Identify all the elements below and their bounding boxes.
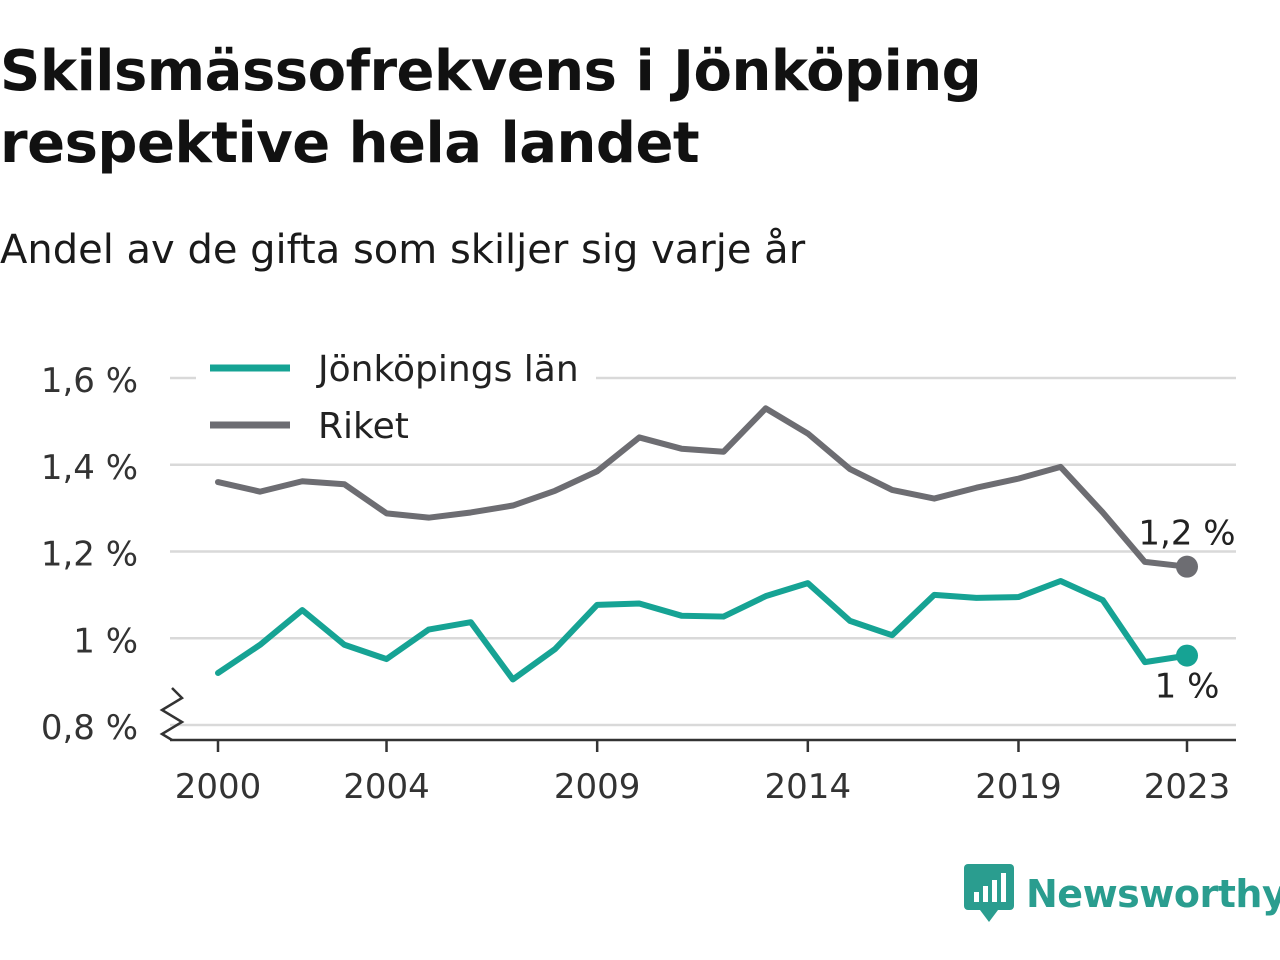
y-tick-label: 0,8 %	[41, 708, 138, 748]
x-tick-label: 2000	[175, 767, 262, 807]
newsworthy-logo-icon	[964, 864, 1014, 922]
series-line	[215, 577, 1190, 683]
line-chart: 0,8 % 1 % 1,2 % 1,4 % 1,6 % 2000 2004 2009 2014…	[41, 342, 1236, 807]
series-line	[215, 405, 1190, 570]
end-value-label: 1 %	[1155, 667, 1220, 707]
legend: Jönköpings län Riket	[196, 342, 596, 449]
series-lines: 1 % 1,2 %	[215, 405, 1236, 707]
axis-break-icon	[159, 687, 185, 742]
end-point-marker	[1176, 644, 1198, 667]
x-tick-label: 2019	[975, 767, 1062, 807]
x-tick-label: 2014	[765, 767, 852, 807]
x-tick-label: 2023	[1144, 767, 1231, 807]
y-tick-label: 1,2 %	[41, 535, 138, 575]
x-tick-label: 2009	[554, 767, 641, 807]
y-axis: 0,8 % 1 % 1,2 % 1,4 % 1,6 %	[41, 361, 185, 748]
brand-name: Newsworthy	[1026, 872, 1280, 916]
y-tick-label: 1,6 %	[41, 361, 138, 401]
x-axis: 2000 2004 2009 2014 2019 2023	[170, 738, 1236, 807]
legend-label: Riket	[318, 406, 409, 447]
y-tick-label: 1,4 %	[41, 448, 138, 488]
end-value-label: 1,2 %	[1138, 514, 1235, 554]
y-tick-label: 1 %	[73, 621, 138, 661]
x-tick-label: 2004	[343, 767, 430, 807]
legend-label: Jönköpings län	[316, 349, 579, 390]
end-point-marker	[1176, 555, 1198, 578]
chart-subtitle: Andel av de gifta som skiljer sig varje …	[0, 227, 806, 273]
newsworthy-logo: Newsworthy	[964, 864, 1280, 924]
chart-title: Skilsmässofrekvens i Jönköping respektiv…	[0, 39, 982, 176]
